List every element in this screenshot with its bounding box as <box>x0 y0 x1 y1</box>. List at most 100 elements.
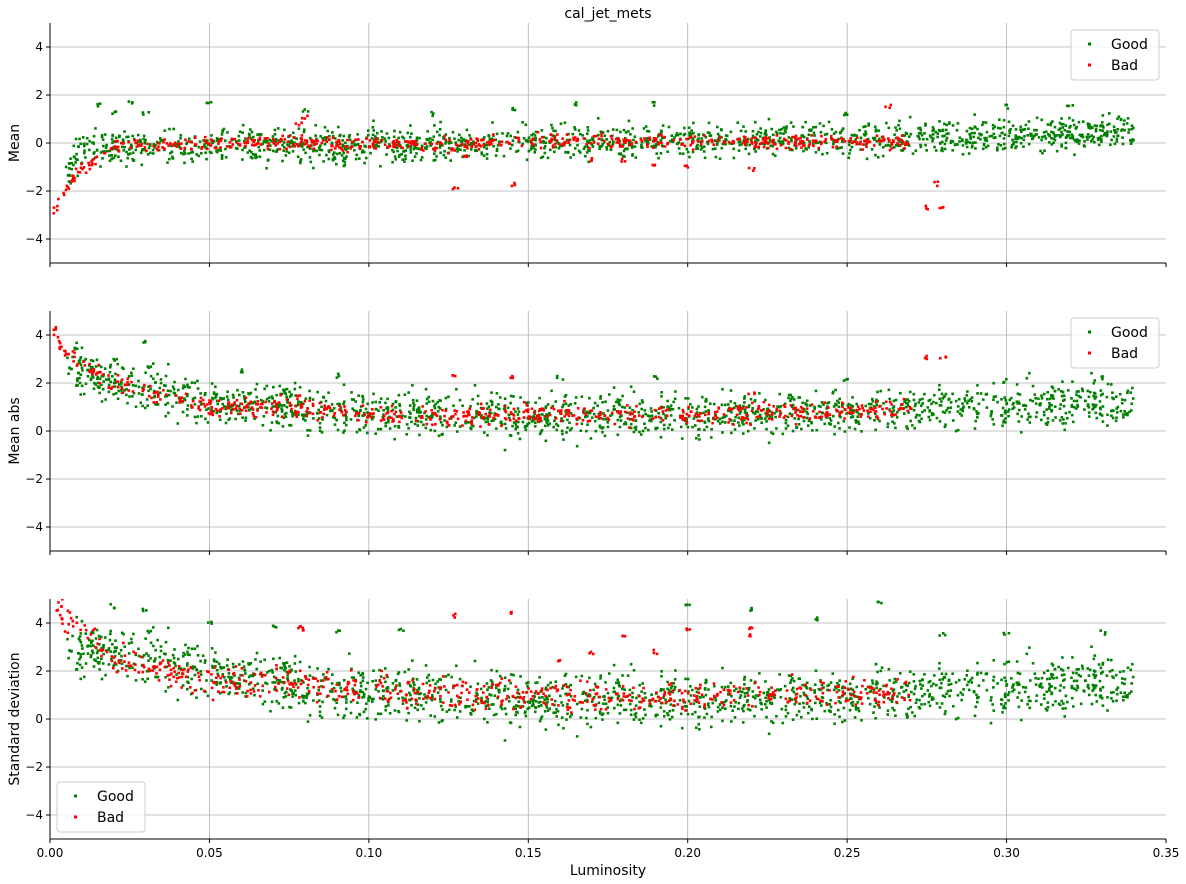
data-point <box>977 136 980 140</box>
data-point <box>1087 126 1091 129</box>
data-point <box>1057 665 1060 669</box>
data-point <box>1061 656 1064 659</box>
data-point <box>599 397 602 400</box>
data-point <box>246 139 249 142</box>
data-point <box>607 393 611 396</box>
data-point <box>906 402 909 405</box>
data-point <box>126 380 129 384</box>
data-point <box>545 136 548 140</box>
data-point <box>668 709 672 713</box>
data-point <box>1073 138 1076 142</box>
data-point <box>862 133 866 136</box>
data-point <box>832 132 836 136</box>
data-point <box>297 400 300 403</box>
data-point <box>451 415 454 418</box>
data-point <box>610 413 614 416</box>
data-point <box>639 138 643 141</box>
data-point <box>753 147 756 151</box>
data-point <box>898 119 901 123</box>
data-point <box>965 138 968 142</box>
data-point <box>241 416 244 419</box>
data-point <box>227 404 230 408</box>
data-point <box>718 422 722 425</box>
data-point <box>58 341 62 345</box>
data-point <box>1068 130 1072 134</box>
data-point <box>632 390 636 394</box>
data-point <box>514 419 518 423</box>
data-point <box>821 152 824 156</box>
data-point <box>841 140 844 144</box>
outlier-point <box>513 181 516 185</box>
data-point <box>968 126 972 130</box>
data-point <box>382 418 386 421</box>
data-point <box>984 121 988 124</box>
data-point <box>670 428 674 431</box>
data-point <box>572 414 576 417</box>
data-point <box>997 143 1000 146</box>
data-point <box>976 384 979 387</box>
data-point <box>930 402 933 406</box>
data-point <box>1008 131 1012 135</box>
data-point <box>824 415 828 418</box>
data-point <box>608 140 612 144</box>
data-point <box>1060 143 1063 147</box>
data-point <box>586 420 590 423</box>
data-point <box>258 155 262 159</box>
data-point <box>588 411 592 414</box>
data-point <box>117 389 121 393</box>
data-point <box>330 682 334 685</box>
data-point <box>356 133 359 136</box>
data-point <box>356 701 359 705</box>
data-point <box>306 145 309 149</box>
data-point <box>969 137 972 141</box>
data-point <box>355 716 359 719</box>
data-point <box>652 139 656 143</box>
data-point <box>393 155 397 158</box>
data-point <box>362 692 366 696</box>
data-point <box>833 425 837 428</box>
data-point <box>764 412 767 415</box>
data-point <box>543 417 547 421</box>
data-point <box>1052 132 1056 136</box>
outlier-point <box>653 164 656 167</box>
data-point <box>527 421 531 425</box>
data-point <box>1061 122 1065 126</box>
data-point <box>761 137 765 141</box>
data-point <box>1098 136 1102 139</box>
data-point <box>338 404 342 408</box>
data-point <box>954 399 958 403</box>
data-point <box>765 410 769 414</box>
data-point <box>385 412 388 415</box>
data-point <box>1051 394 1055 398</box>
data-point <box>876 417 880 420</box>
data-point <box>687 407 690 410</box>
data-point <box>765 133 768 137</box>
data-point <box>936 132 940 135</box>
data-point <box>707 412 711 416</box>
data-point <box>394 406 397 409</box>
data-point <box>744 136 747 139</box>
data-point <box>1017 400 1020 404</box>
data-point <box>1050 410 1053 413</box>
y-tick-label: −4 <box>25 232 43 246</box>
data-point <box>281 686 284 690</box>
data-point <box>534 136 537 140</box>
data-points <box>52 325 1135 452</box>
data-point <box>422 149 425 152</box>
data-point <box>265 166 268 170</box>
data-point <box>456 417 460 421</box>
data-point <box>412 147 416 151</box>
data-point <box>1086 133 1090 136</box>
data-point <box>195 421 198 425</box>
data-point <box>494 138 498 142</box>
data-point <box>961 139 964 143</box>
data-point <box>333 416 337 420</box>
data-point <box>784 146 788 150</box>
outlier-point <box>431 112 435 115</box>
data-point <box>839 131 842 135</box>
data-point <box>368 146 371 149</box>
data-point <box>249 137 253 140</box>
data-point <box>156 638 159 642</box>
data-point <box>630 146 634 149</box>
data-point <box>729 130 733 134</box>
